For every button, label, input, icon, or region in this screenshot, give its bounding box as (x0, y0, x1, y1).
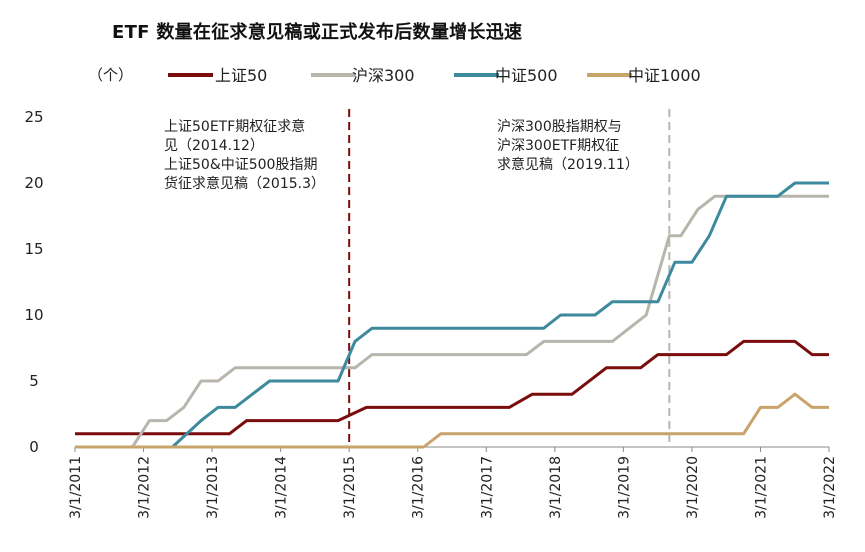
x-tick-label: 3/1/2012 (137, 456, 153, 519)
annotation-sse50-options: 上证50ETF期权征求意 见（2014.12） 上证50&中证500股指期 货征… (164, 118, 325, 194)
x-tick-label: 3/1/2016 (411, 456, 427, 519)
x-tick-label: 3/1/2021 (753, 456, 769, 519)
annotation-line: 沪深300股指期权与 (497, 119, 622, 135)
x-tick-label: 3/1/2013 (205, 456, 221, 519)
y-tick-label: 20 (24, 174, 43, 192)
x-tick-label: 3/1/2015 (342, 456, 358, 519)
x-tick-label: 3/1/2020 (685, 456, 701, 519)
y-tick-label: 15 (24, 240, 43, 258)
annotation-line: 上证50ETF期权征求意 (164, 119, 306, 135)
x-tick-label: 3/1/2022 (822, 456, 838, 519)
series-csi500-line (75, 181, 829, 449)
annotation-line: 货征求意见稿（2015.3） (164, 176, 325, 192)
annotation-line: 沪深300ETF期权征 (497, 138, 620, 154)
y-tick-label: 25 (24, 108, 43, 126)
x-tick-label: 3/1/2018 (548, 456, 564, 519)
series-csi300-line (75, 194, 829, 449)
legend-label: 沪深300 (352, 66, 415, 85)
y-tick-label: 5 (29, 372, 39, 390)
x-tick-label: 3/1/2019 (616, 456, 632, 519)
legend-label: 中证1000 (628, 66, 701, 85)
legend-label: 上证50 (215, 66, 267, 85)
y-unit-label: （个） (88, 66, 133, 84)
legend-label: 中证500 (495, 66, 558, 85)
x-tick-label: 3/1/2011 (68, 456, 84, 519)
x-tick-label: 3/1/2017 (479, 456, 495, 519)
annotation-csi300-options: 沪深300股指期权与 沪深300ETF期权征 求意见稿（2019.11） (497, 118, 639, 175)
series-sse50-line (75, 339, 829, 436)
series-csi1000-line (75, 392, 829, 449)
chart-title: ETF 数量在征求意见稿或正式发布后数量增长迅速 (112, 22, 523, 43)
annotation-line: 见（2014.12） (164, 138, 264, 154)
annotation-line: 求意见稿（2019.11） (497, 157, 639, 173)
y-tick-label: 0 (29, 438, 39, 456)
x-tick-label: 3/1/2014 (274, 456, 290, 519)
annotation-line: 上证50&中证500股指期 (164, 157, 318, 173)
y-tick-label: 10 (24, 306, 43, 324)
